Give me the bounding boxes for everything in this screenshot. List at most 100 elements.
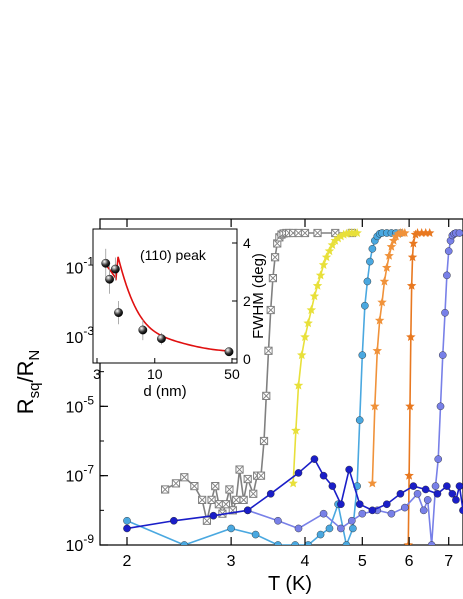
series-6-point [421,485,430,494]
series-0-point-cross [249,489,258,498]
y-tick-label: 10-9 [66,532,95,555]
series-6-point [409,482,418,490]
series-5-point [434,455,443,463]
series-3-point [386,241,397,251]
y-axis-label-sub1: sq [26,383,43,399]
series-6-point [433,489,442,498]
inset-annotation: (110) peak [140,247,207,263]
series-6-point [123,524,131,533]
y-axis-label-slash: /R [13,361,38,383]
series-6-point [455,482,463,490]
series-3-point [384,250,394,260]
inset-data-point [224,347,234,357]
series-5-point [274,516,282,525]
series-1-point [330,235,340,245]
series-0-point-cross [202,516,211,525]
inset-data-point [138,325,148,335]
series-1-point [312,280,323,290]
series-6-point [337,500,345,509]
series-0-point-cross [313,229,322,237]
series-0-point-cross [301,229,309,237]
series-2 [123,229,405,545]
series-5-point [413,489,422,498]
series-5-point [419,506,428,515]
series-5-point [427,541,436,545]
series-6-point [368,506,377,515]
x-tick-label: 7 [444,553,453,570]
series-2-point [227,524,235,533]
series-2-point [358,351,367,359]
series-6-point [396,489,405,498]
series-0-point-cross [264,346,273,355]
inset-x-axis-label: d (nm) [143,383,186,400]
series-1-point [318,259,329,269]
series-4-point [416,228,427,237]
inset-data-point [114,308,123,317]
series-0-point-cross [222,500,230,509]
series-5-point [319,509,328,518]
series-4-point [407,252,418,262]
series-0-point-cross [260,437,268,445]
x-tick-label: 3 [227,553,236,570]
series-2-point [355,416,364,424]
series-5-point [443,271,451,280]
series-6-point [319,471,328,480]
series-5-point [294,524,303,533]
series-0-point-cross [232,495,241,504]
series-5-point [436,402,445,411]
inset-x-tick-label: 3 [93,366,101,382]
inset-y-tick-label: 4 [243,235,251,251]
series-5-point [438,351,447,359]
series-0-point-cross [257,471,265,480]
series-6-point [355,500,364,509]
series-5 [243,229,463,545]
series-1-point [352,228,362,237]
series-2-point [180,541,189,545]
series-1-point [333,233,343,243]
series-2-point [368,245,377,253]
series-2-point [123,516,131,525]
series-2-point [325,524,334,533]
series-3-point [374,315,385,325]
series-1-point [336,231,346,241]
series-2-point [361,301,369,310]
series-6-point [294,469,303,477]
x-tick-label: 2 [123,553,132,570]
series-3-point [367,478,378,488]
svg-text:Rsq/RN: Rsq/RN [13,350,43,415]
series-6-point [443,482,451,490]
y-axis-label: Rsq/RN [13,350,43,415]
series-2-point [366,257,374,266]
series-5-point [444,247,453,255]
series-1-point [306,305,317,315]
inset-y-axis-label: FWHM (deg) [250,253,267,339]
series-0-point-cross [172,479,180,488]
series-4-point [420,228,431,237]
series-0-point-cross [211,482,220,491]
y-tick-label: 10-7 [66,463,95,486]
series-4 [403,228,435,545]
series-5-point [348,516,356,525]
series-6-point [452,496,460,504]
series-4-point [406,280,417,290]
series-5-point [337,524,345,533]
series-5-point [358,509,367,518]
series-0-point-cross [190,482,199,491]
series-1-point [303,318,313,328]
series-6-point [345,465,353,474]
series-3-point [388,235,399,245]
series-2-point [291,541,299,545]
series-1 [288,228,362,488]
x-tick-label: 5 [358,553,367,570]
series-0-point-cross [239,495,248,504]
series-2-point [349,524,357,533]
series-1-point [291,425,301,435]
series-6-point [243,506,252,515]
series-4-point [406,332,416,341]
series-0-point-cross [198,495,207,504]
inset-y-tick-label: 0 [243,351,251,367]
series-5-point [441,308,449,317]
inset-data-point [105,274,114,284]
series-3-point [372,345,382,355]
